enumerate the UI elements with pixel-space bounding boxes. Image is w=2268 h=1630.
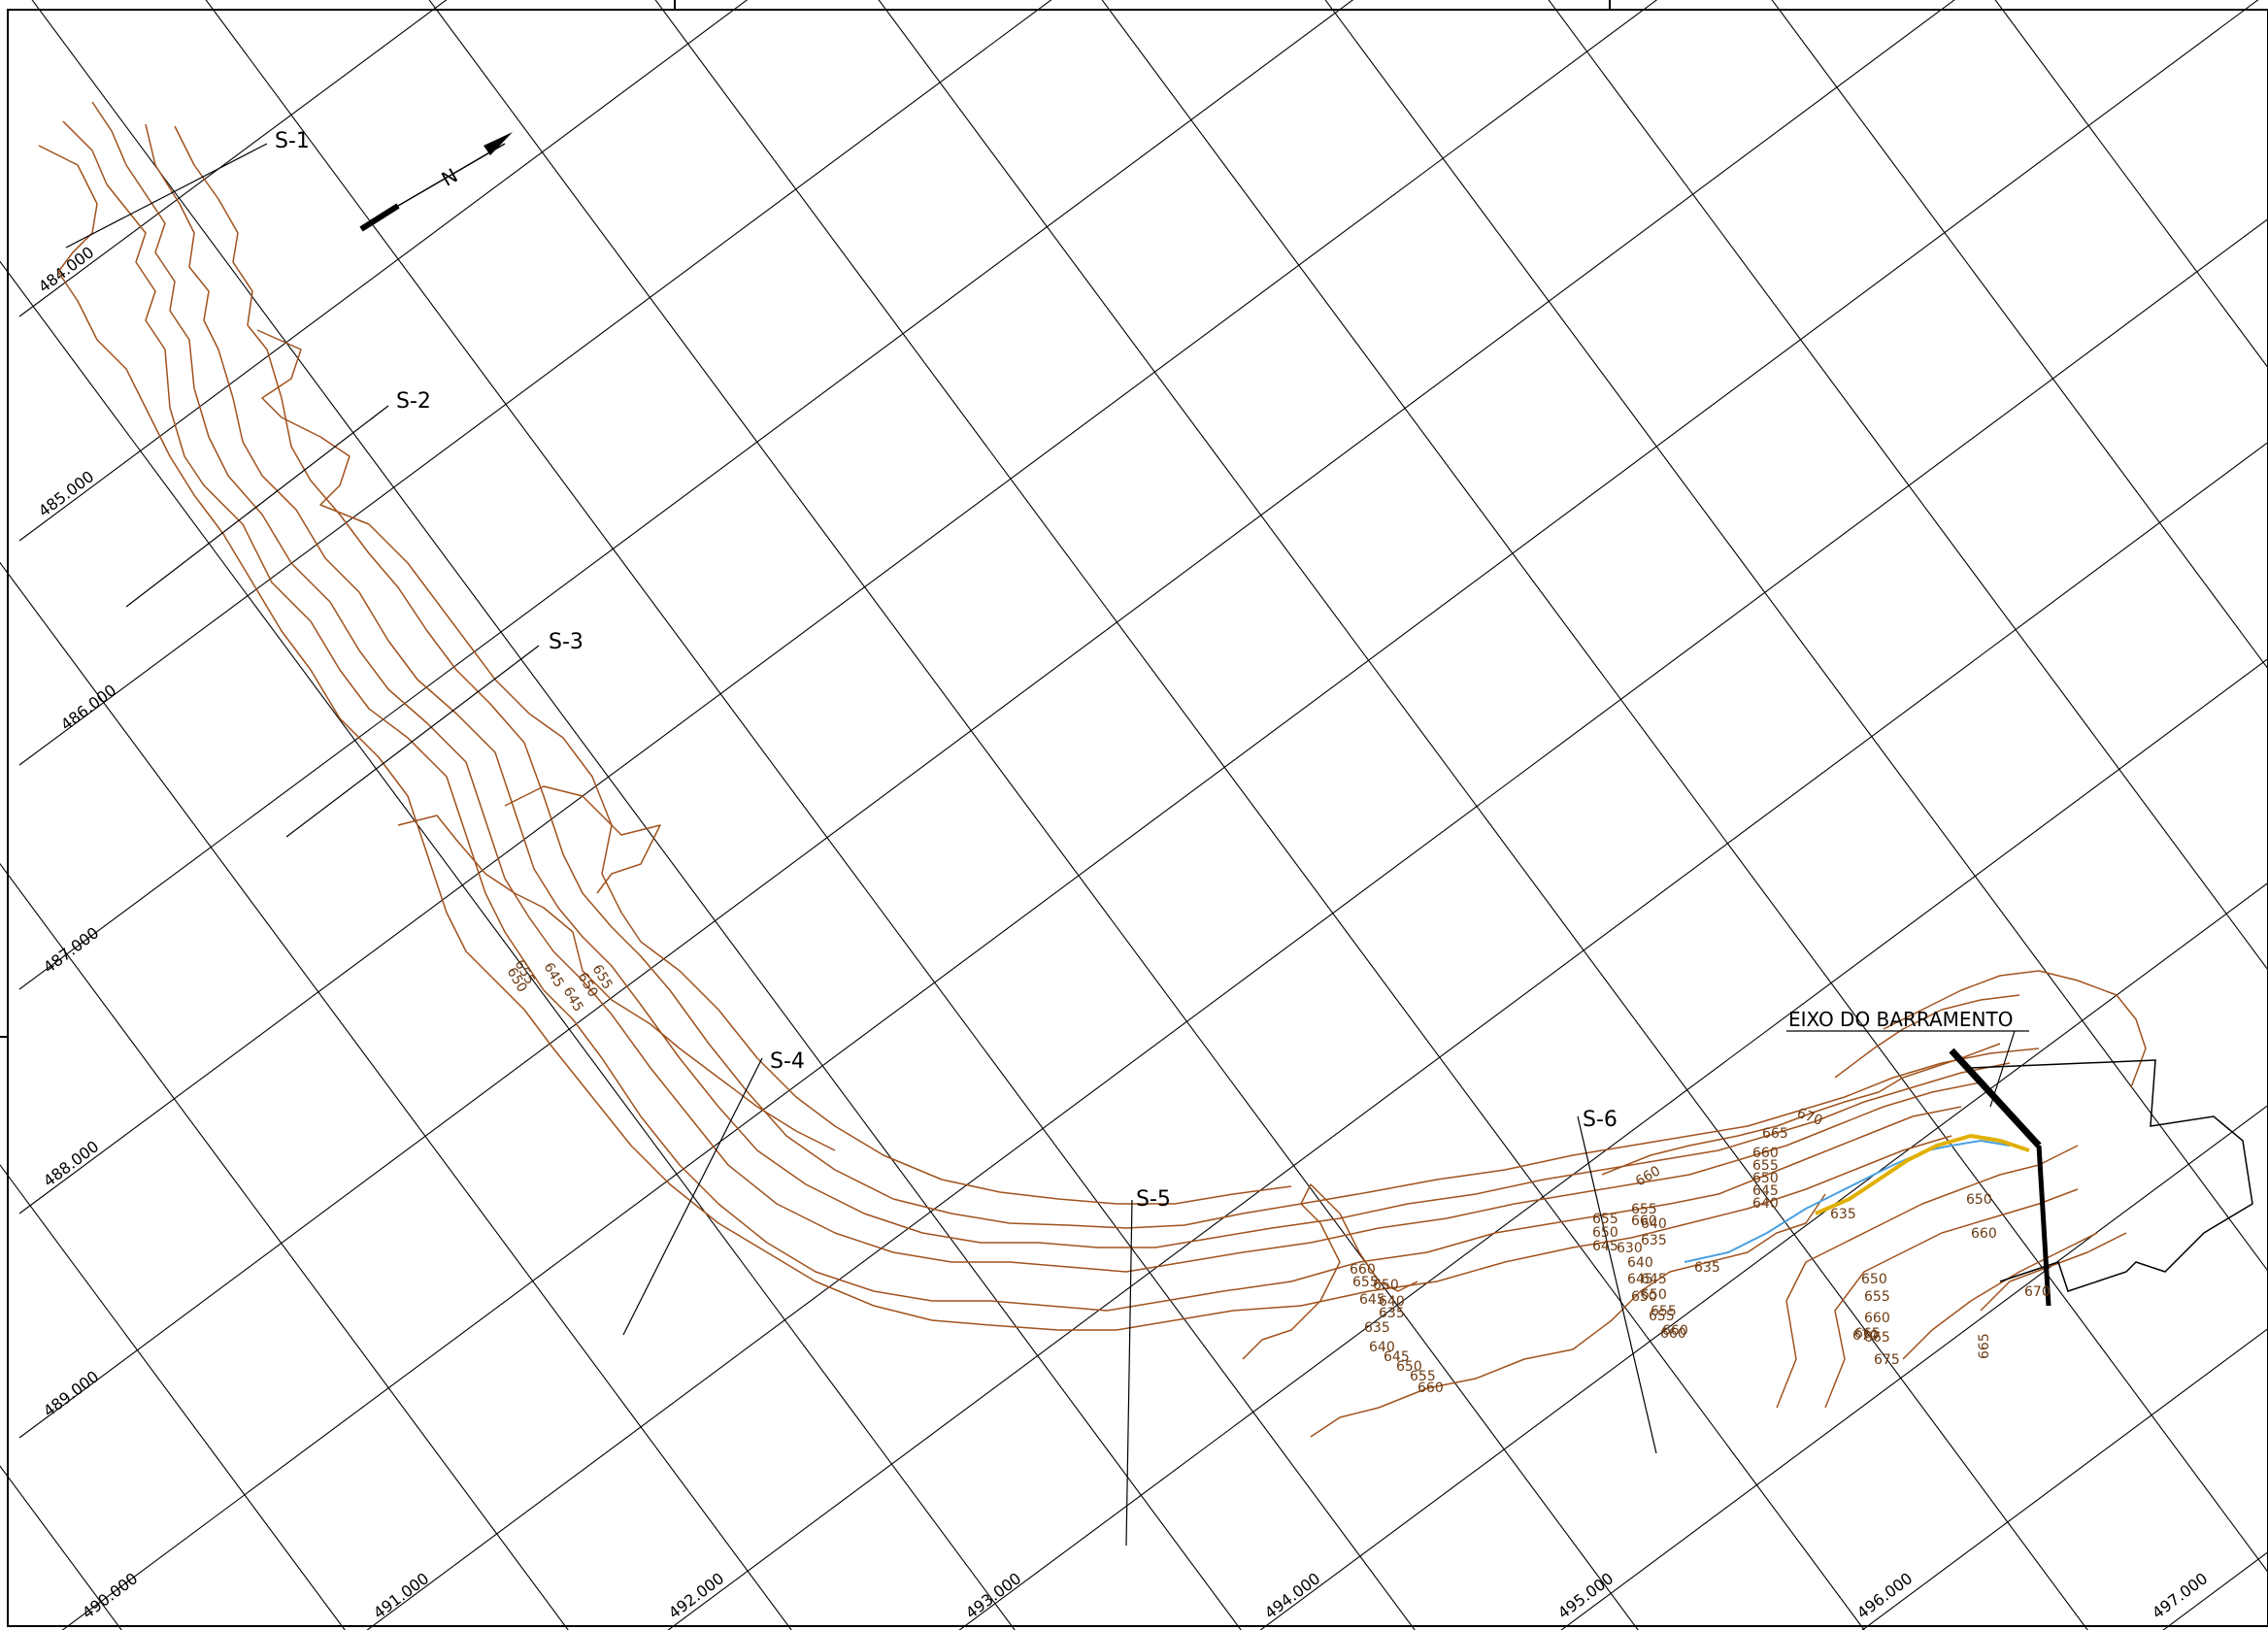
elevation-label: 645 xyxy=(541,960,567,990)
elevation-label: 655 xyxy=(1352,1275,1379,1290)
elevation-label: 670 xyxy=(1852,1328,1879,1344)
elevation-label: 645 xyxy=(1384,1349,1410,1365)
elevation-label: 670 xyxy=(2024,1284,2051,1300)
elevation-label: 660 xyxy=(1662,1323,1688,1339)
elevation-label: 655 xyxy=(1752,1158,1779,1174)
elevation-label: 660 xyxy=(1660,1326,1686,1342)
elevation-label: 650 xyxy=(1861,1272,1887,1287)
elevation-labels: 670 665 660 655 650 645 640 635 635 630 … xyxy=(504,957,2051,1396)
dam-axis-label: EIXO DO BARRAMENTO xyxy=(1788,1008,2013,1031)
elevation-label: 655 xyxy=(1410,1369,1436,1384)
coordinate-labels-bottom: 491.000 492.000 493.000 494.000 495.000 … xyxy=(370,1569,2211,1622)
section-label-s6: S-6 xyxy=(1583,1108,1618,1132)
dam-axis-line xyxy=(1949,1048,2051,1307)
north-arrow-icon: N xyxy=(359,132,513,232)
section-label-s3: S-3 xyxy=(549,630,584,654)
elevation-label: 645 xyxy=(1359,1292,1385,1308)
coord-label: 488.000 xyxy=(40,1137,102,1190)
coord-label: 489.000 xyxy=(40,1367,102,1420)
contour-lines xyxy=(38,101,2147,1438)
elevation-label: 650 xyxy=(1592,1225,1618,1241)
coord-label: 493.000 xyxy=(962,1569,1024,1622)
elevation-label: 635 xyxy=(1641,1233,1667,1248)
elevation-label: 675 xyxy=(1874,1352,1900,1368)
elevation-label: 655 xyxy=(1592,1212,1618,1227)
elevation-label: 645 xyxy=(1592,1239,1618,1254)
elevation-label: 655 xyxy=(1864,1289,1890,1305)
elevation-label: 665 xyxy=(1977,1333,1992,1359)
section-labels: S-1 S-2 S-3 S-4 S-5 S-6 xyxy=(275,129,1618,1212)
section-line-s6 xyxy=(1577,1115,1657,1454)
elevation-label: 655 xyxy=(1631,1202,1657,1217)
elevation-label: 650 xyxy=(1966,1192,1992,1208)
elevation-label: 655 xyxy=(1651,1304,1677,1319)
elevation-label: 660 xyxy=(1752,1146,1779,1161)
section-line-s4 xyxy=(622,1057,763,1336)
river-channel xyxy=(1684,1133,2030,1263)
section-line-s3 xyxy=(285,645,540,838)
elevation-label: 650 xyxy=(1396,1359,1422,1375)
coord-label: 496.000 xyxy=(1853,1569,1916,1622)
elevation-label: 640 xyxy=(1369,1340,1395,1355)
coord-label: 491.000 xyxy=(370,1569,432,1622)
elevation-label: 660 xyxy=(1971,1226,1997,1242)
elevation-label: 645 xyxy=(1627,1272,1653,1287)
elevation-label: 650 xyxy=(1752,1171,1779,1186)
title-block-notch xyxy=(674,0,1611,10)
section-line-s5 xyxy=(1125,1199,1133,1547)
coord-label: 484.000 xyxy=(35,243,97,296)
elevation-label: 665 xyxy=(1854,1326,1881,1342)
elevation-label: 635 xyxy=(1379,1306,1405,1321)
elevation-label: 650 xyxy=(1641,1287,1667,1303)
coord-label: 492.000 xyxy=(665,1569,727,1622)
section-label-s1: S-1 xyxy=(275,129,310,153)
coord-label: 486.000 xyxy=(57,681,119,734)
coord-label: 487.000 xyxy=(40,923,102,977)
elevation-label: 635 xyxy=(1694,1260,1720,1276)
elevation-label: 640 xyxy=(1641,1216,1667,1232)
elevation-label: 630 xyxy=(1617,1241,1643,1256)
elevation-label: 660 xyxy=(1633,1163,1663,1189)
grid-lines-easting xyxy=(18,0,2268,1630)
elevation-label: 665 xyxy=(1762,1126,1788,1142)
section-label-s2: S-2 xyxy=(396,389,431,414)
coord-label: 485.000 xyxy=(35,467,97,520)
section-line-s1 xyxy=(65,143,268,249)
sheet-frame xyxy=(7,9,2268,1627)
north-arrow-label: N xyxy=(437,163,461,190)
elevation-label: 660 xyxy=(1631,1214,1657,1229)
elevation-label: 660 xyxy=(1418,1381,1444,1396)
elevation-label: 640 xyxy=(1627,1255,1653,1271)
dam-axis-label-group: EIXO DO BARRAMENTO xyxy=(1786,1008,2029,1108)
elevation-label: 660 xyxy=(1864,1311,1890,1326)
coord-label: 494.000 xyxy=(1261,1569,1323,1622)
elevation-label: 640 xyxy=(1379,1294,1405,1310)
elevation-label: 640 xyxy=(1752,1196,1779,1212)
coord-label: 497.000 xyxy=(2149,1569,2211,1622)
elevation-label: 650 xyxy=(1631,1289,1657,1305)
elevation-label: 665 xyxy=(1864,1330,1890,1346)
section-lines xyxy=(65,143,1657,1547)
elevation-label: 660 xyxy=(1350,1262,1376,1278)
section-label-s5: S-5 xyxy=(1136,1187,1171,1212)
dam-area-boundary xyxy=(1970,1059,2253,1292)
elevation-label: 645 xyxy=(1752,1183,1779,1199)
elevation-label: 650 xyxy=(1373,1278,1399,1293)
section-label-s4: S-4 xyxy=(770,1049,805,1074)
section-line-s2 xyxy=(125,405,389,608)
elevation-label: 645 xyxy=(1641,1272,1667,1287)
elevation-label: 655 xyxy=(1649,1309,1675,1324)
elevation-label: 635 xyxy=(1830,1207,1856,1222)
elevation-label: 635 xyxy=(1364,1320,1390,1336)
